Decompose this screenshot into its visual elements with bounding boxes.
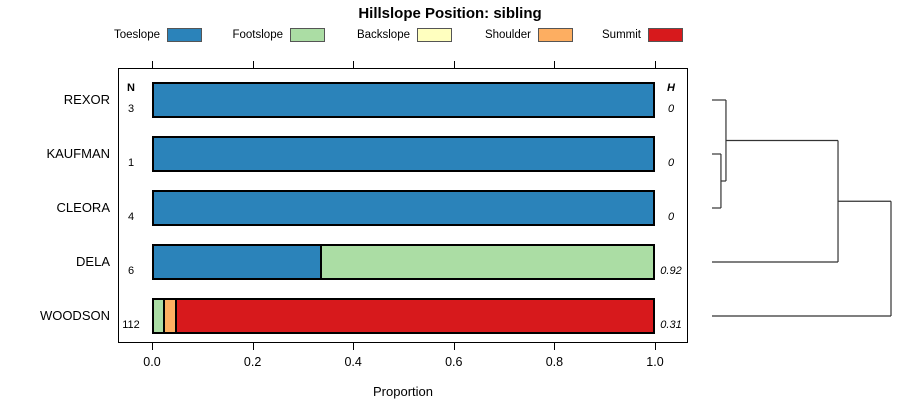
row-label-cleora: CLEORA <box>56 200 110 215</box>
stacked-bar-cleora <box>152 190 655 226</box>
n-value-rexor: 3 <box>127 103 135 115</box>
h-value-woodson: 0.31 <box>660 319 682 331</box>
row-label-kaufman: KAUFMAN <box>46 146 110 161</box>
bar-segment-summit <box>175 300 653 332</box>
bar-segment-toeslope <box>154 246 321 278</box>
legend-swatch-backslope <box>417 28 452 42</box>
h-value-cleora: 0 <box>667 211 675 223</box>
legend-label: Footslope <box>232 29 283 41</box>
row-label-dela: DELA <box>76 254 110 269</box>
x-axis-tick <box>655 343 656 350</box>
x-axis-tick-label: 0.6 <box>445 355 463 369</box>
n-value-dela: 6 <box>127 265 135 277</box>
x-axis-top-tick <box>453 61 455 68</box>
x-axis-tick-label: 0.0 <box>143 355 161 369</box>
stacked-bar-dela <box>152 244 655 280</box>
legend-item-backslope: Backslope <box>322 27 452 43</box>
row-label-rexor: REXOR <box>63 92 110 107</box>
legend-label: Summit <box>602 29 641 41</box>
legend-item-footslope: Footslope <box>195 27 325 43</box>
x-axis-tick-label: 0.8 <box>545 355 564 369</box>
x-axis-tick <box>353 343 355 350</box>
legend-item-shoulder: Shoulder <box>443 27 573 43</box>
stacked-bar-kaufman <box>152 136 655 172</box>
legend-swatch-toeslope <box>167 28 202 42</box>
bar-segment-toeslope <box>154 138 653 170</box>
dendrogram <box>712 99 892 317</box>
bar-segment-footslope <box>154 300 163 332</box>
x-axis-label: Proportion <box>373 384 433 399</box>
legend-swatch-shoulder <box>538 28 573 42</box>
x-axis-top-tick <box>655 61 656 68</box>
h-column-header: H <box>667 82 675 94</box>
bar-segment-toeslope <box>154 192 653 224</box>
legend-label: Backslope <box>356 29 410 41</box>
x-axis-tick-label: 0.4 <box>344 355 362 369</box>
bar-segment-toeslope <box>154 84 653 116</box>
x-axis-top-tick <box>152 61 153 68</box>
row-label-woodson: WOODSON <box>39 308 110 323</box>
x-axis-tick <box>554 343 556 350</box>
x-axis-top-tick <box>252 61 254 68</box>
legend-label: Shoulder <box>484 29 531 41</box>
n-value-cleora: 4 <box>127 211 135 223</box>
bar-segment-shoulder <box>162 300 176 332</box>
h-value-dela: 0.92 <box>660 265 682 277</box>
x-axis-top-tick <box>554 61 556 68</box>
n-value-woodson: 112 <box>122 319 140 331</box>
legend-item-summit: Summit <box>553 27 683 43</box>
x-axis-tick <box>453 343 455 350</box>
n-value-kaufman: 1 <box>127 157 135 169</box>
bar-segment-footslope <box>320 246 653 278</box>
legend-swatch-summit <box>648 28 683 42</box>
legend-label: Toeslope <box>113 29 160 41</box>
x-axis-tick <box>152 343 153 350</box>
stacked-bar-rexor <box>152 82 655 118</box>
chart-title: Hillslope Position: sibling <box>358 5 542 22</box>
plot-box <box>118 68 688 343</box>
x-axis-tick <box>252 343 254 350</box>
h-value-kaufman: 0 <box>667 157 675 169</box>
x-axis-tick-label: 1.0 <box>646 355 664 369</box>
legend-swatch-footslope <box>290 28 325 42</box>
h-value-rexor: 0 <box>667 103 675 115</box>
legend-item-toeslope: Toeslope <box>72 27 202 43</box>
stacked-bar-woodson <box>152 298 655 334</box>
x-axis-tick-label: 0.2 <box>243 355 262 369</box>
n-column-header: N <box>127 82 135 94</box>
x-axis-top-tick <box>353 61 355 68</box>
